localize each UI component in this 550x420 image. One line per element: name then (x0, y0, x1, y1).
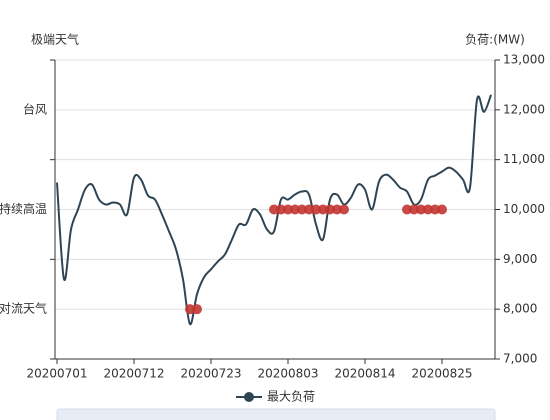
weather-point (318, 204, 328, 215)
legend-icon (244, 392, 254, 402)
y2-tick-label: 11,000 (503, 152, 545, 166)
weather-point (430, 204, 440, 215)
x-tick-label: 20200825 (411, 367, 472, 381)
y-tick-label: 对流天气 (0, 301, 47, 316)
y2-tick-label: 13,000 (503, 53, 545, 67)
weather-point (402, 204, 412, 215)
weather-point (185, 304, 195, 315)
weather-point (437, 204, 447, 215)
weather-point (409, 204, 419, 215)
weather-point (297, 204, 307, 215)
y-axis-name: 极端天气 (31, 32, 79, 47)
load-line (56, 94, 492, 326)
x-tick-label: 20200803 (257, 367, 318, 381)
weather-point (339, 204, 349, 215)
y-tick-label: 持续高温 (0, 201, 47, 216)
y2-tick-label: 7,000 (503, 352, 537, 366)
x-tick-label: 20200701 (26, 367, 87, 381)
weather-point (332, 204, 342, 215)
weather-point (311, 204, 321, 215)
weather-point (304, 204, 314, 215)
weather-point (276, 204, 286, 215)
weather-point (416, 204, 426, 215)
y2-tick-label: 9,000 (503, 252, 537, 266)
y2-tick-label: 8,000 (503, 302, 537, 316)
x-tick-label: 20200723 (180, 367, 241, 381)
weather-point (423, 204, 433, 215)
weather-point (290, 204, 300, 215)
x-tick-label: 20200814 (334, 367, 395, 381)
y-tick-label: 台风 (23, 101, 47, 116)
x-tick-label: 20200712 (103, 367, 164, 381)
weather-point (325, 204, 335, 215)
data-zoom-slider[interactable] (56, 408, 496, 420)
y2-tick-label: 12,000 (503, 102, 545, 116)
y2-axis-name: 负荷:(MW) (465, 33, 525, 47)
legend-label: 最大负荷 (267, 390, 315, 404)
weather-point (192, 304, 202, 315)
weather-point (283, 204, 293, 215)
weather-point (269, 204, 279, 215)
y2-tick-label: 10,000 (503, 202, 545, 216)
